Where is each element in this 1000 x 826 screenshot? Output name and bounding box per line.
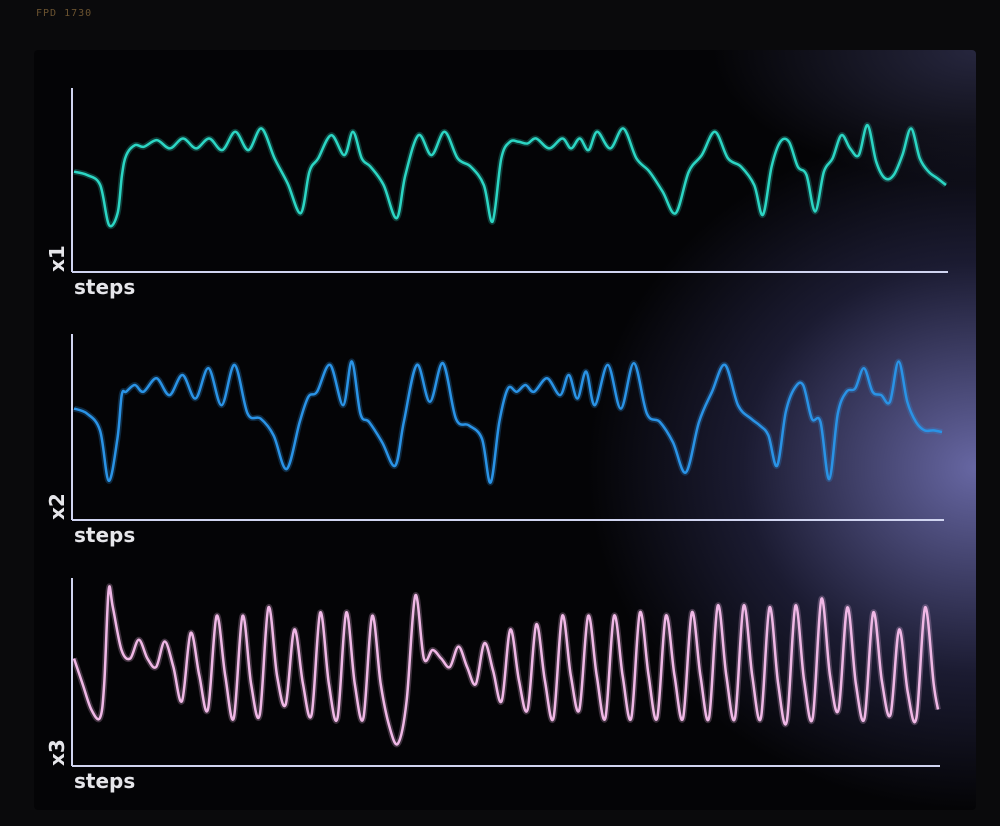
monitor-model-label: FPD 1730	[36, 8, 93, 19]
series-line-x1	[73, 123, 947, 228]
y-axis-label: x2	[45, 493, 69, 520]
series-line-x3	[72, 585, 940, 746]
x-axis-label: steps	[74, 275, 135, 299]
x-axis-label: steps	[74, 523, 135, 547]
y-axis-label: x3	[45, 739, 69, 766]
series-line-x2	[73, 360, 943, 484]
monitor-screen: x1 steps x2 steps x3 steps	[34, 50, 976, 810]
x-axis-label: steps	[74, 769, 135, 793]
y-axis-label: x1	[45, 245, 69, 272]
series-glow-x2	[72, 358, 943, 486]
